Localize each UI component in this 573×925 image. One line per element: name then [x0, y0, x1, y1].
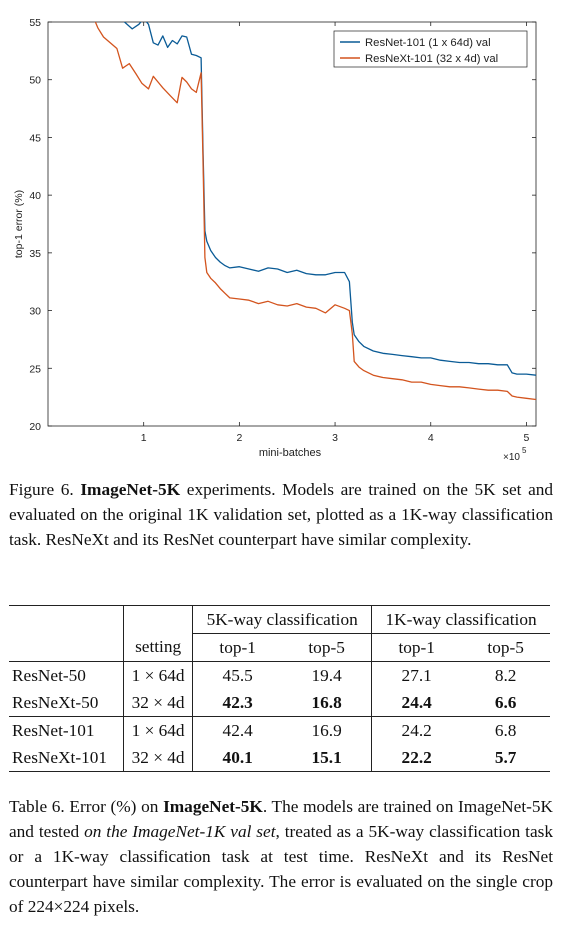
series-line-1: [94, 22, 536, 401]
x-tick-label: 2: [236, 432, 242, 444]
y-tick-label: 55: [29, 17, 41, 29]
legend-box: [333, 30, 528, 68]
y-tick-label: 35: [29, 248, 41, 260]
x-axis-label: mini-batches: [259, 447, 322, 459]
series-lines: [94, 22, 536, 401]
x-tick-label: 4: [428, 432, 434, 444]
y-tick-label: 40: [29, 190, 41, 202]
group-header-1k: 1K-way classification: [371, 605, 550, 634]
subheader-5k-top1: top-1: [192, 633, 283, 662]
figure-caption-prefix: Figure 6.: [9, 480, 74, 499]
y-axis-label: top-1 error (%): [13, 190, 25, 258]
table-row: ResNet-50 1 × 64d 45.5 19.4 27.1 8.2: [9, 661, 550, 689]
table-row: ResNeXt-101 32 × 4d 40.1 15.1 22.2 5.7: [9, 744, 550, 772]
y-tick-label: 45: [29, 132, 41, 144]
figure-caption: Figure 6. ImageNet-5K experiments. Model…: [9, 477, 553, 552]
y-tick-label: 30: [29, 306, 41, 318]
figure-caption-text: experiments. Models are trained on the 5…: [9, 480, 554, 549]
table-group-header-row: 5K-way classification 1K-way classificat…: [9, 605, 550, 634]
legend-entry-resnext: ResNeXt-101 (32 x 4d) val: [365, 53, 498, 65]
table-row: ResNeXt-50 32 × 4d 42.3 16.8 24.4 6.6: [9, 689, 550, 717]
subheader-1k-top1: top-1: [371, 633, 462, 662]
subheader-1k-top5: top-5: [461, 633, 550, 662]
table-caption-italic: on the ImageNet-1K val set: [84, 822, 276, 841]
setting-header: setting: [123, 633, 194, 662]
group-header-5k: 5K-way classification: [192, 605, 373, 634]
subheader-5k-top5: top-5: [282, 633, 373, 662]
x-tick-label: 1: [141, 432, 147, 444]
legend-entry-resnet: ResNet-101 (1 x 64d) val: [365, 37, 491, 49]
table-caption-bold: ImageNet-5K: [163, 797, 263, 816]
legend: ResNet-101 (1 x 64d) val ResNeXt-101 (32…: [333, 30, 528, 68]
x-multiplier-exponent: 5: [522, 446, 527, 455]
table-subheader-row: setting top-1 top-5 top-1 top-5: [9, 633, 550, 662]
table-caption: Table 6. Error (%) on ImageNet-5K. The m…: [9, 797, 554, 916]
y-tick-label: 20: [29, 421, 41, 433]
series-line-0: [123, 22, 536, 376]
figure-caption-bold: ImageNet-5K: [80, 480, 181, 499]
x-tick-label: 3: [332, 432, 338, 444]
y-tick-label: 25: [29, 363, 41, 375]
table-row: ResNet-101 1 × 64d 42.4 16.9 24.2 6.8: [9, 716, 550, 744]
results-table: 5K-way classification 1K-way classificat…: [9, 605, 550, 772]
y-tick-label: 50: [29, 75, 41, 87]
plot-area: [47, 21, 537, 427]
x-tick-label: 5: [524, 432, 530, 444]
x-multiplier: ×10: [503, 452, 520, 463]
